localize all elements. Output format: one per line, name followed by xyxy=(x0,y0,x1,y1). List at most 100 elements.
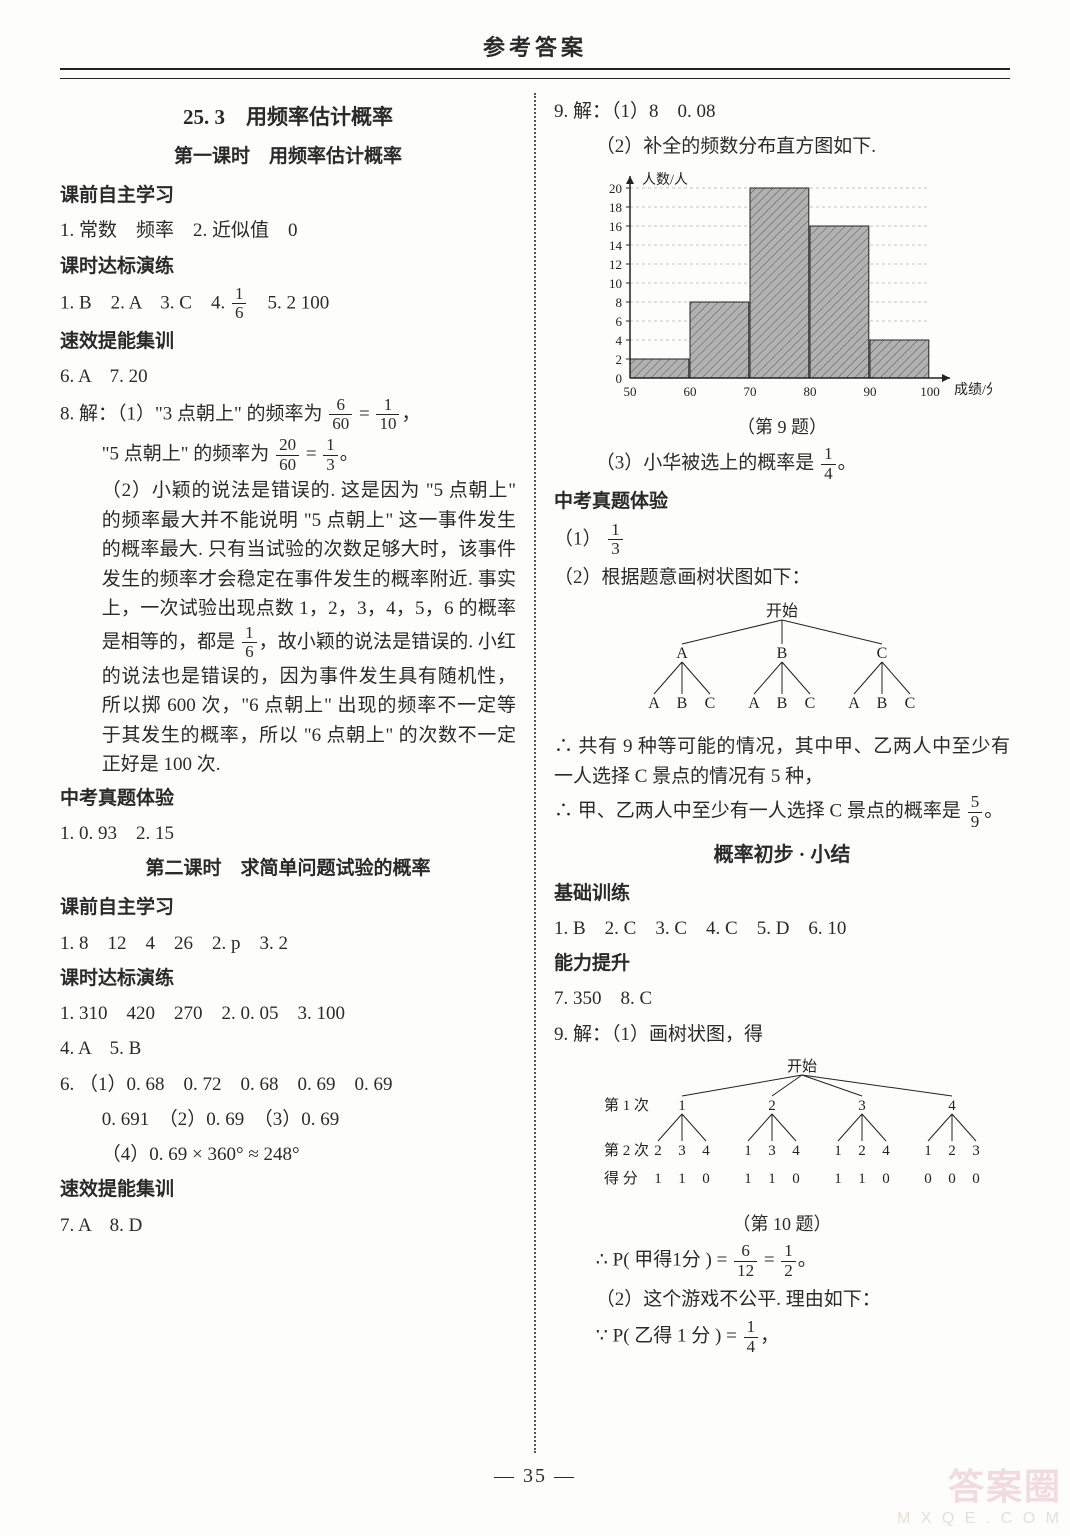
svg-text:B: B xyxy=(877,695,888,712)
zkzt-answers: 1. 0. 93 2. 15 xyxy=(60,817,516,850)
svg-text:1: 1 xyxy=(744,1143,752,1159)
svg-text:20: 20 xyxy=(609,181,622,196)
frac-1-6: 16 xyxy=(232,285,247,323)
label-nlts: 能力提升 xyxy=(554,947,1010,980)
tree2-caption: （第 10 题） xyxy=(554,1209,1010,1241)
svg-text:1: 1 xyxy=(654,1171,662,1187)
watermark-big: 答案圈 xyxy=(897,1458,1062,1510)
svg-text:80: 80 xyxy=(804,384,817,399)
svg-text:C: C xyxy=(905,695,916,712)
q9b-l1: 9. 解：（1）画树状图，得 xyxy=(554,1018,1010,1051)
ksdb-answers: 1. B 2. A 3. C 4. 16 5. 2 100 xyxy=(60,285,516,323)
svg-text:第 2 次: 第 2 次 xyxy=(604,1141,649,1159)
kqzx-answers: 1. 常数 频率 2. 近似值 0 xyxy=(60,214,516,247)
frac-6-12: 612 xyxy=(734,1242,757,1280)
frac-20-60: 2060 xyxy=(276,436,299,474)
svg-text:成绩/分: 成绩/分 xyxy=(954,382,992,398)
p-pre: ∴ P( 甲得1分 ) = xyxy=(596,1250,732,1271)
svg-text:14: 14 xyxy=(609,238,623,253)
q6-l3: （4）0. 69 × 360° ≈ 248° xyxy=(60,1138,516,1171)
q9-l3: （3）小华被选上的概率是 14。 xyxy=(554,445,1010,483)
p-mid: = xyxy=(759,1250,779,1271)
page-number: — 35 — xyxy=(60,1465,1010,1488)
t1a2-end: 。 xyxy=(984,801,1003,822)
rule-top xyxy=(60,68,1010,70)
svg-text:10: 10 xyxy=(609,276,622,291)
lesson2-title: 第二课时 求简单问题试验的概率 xyxy=(60,852,516,885)
ksdb-a-prefix: 1. B 2. A 3. C 4. xyxy=(60,292,230,313)
zk-l1: （1） 13 xyxy=(554,521,1010,559)
svg-text:3: 3 xyxy=(768,1143,776,1159)
q8-l2-pre: "5 点朝上" 的频率为 xyxy=(102,444,274,465)
sxtn-answers: 6. A 7. 20 xyxy=(60,360,516,393)
svg-text:0: 0 xyxy=(948,1171,956,1187)
svg-text:人数/人: 人数/人 xyxy=(642,172,688,188)
column-divider xyxy=(534,93,536,1453)
histogram: 246810121416182005060708090100人数/人成绩/分 xyxy=(572,168,992,408)
frac-1-10: 110 xyxy=(376,396,399,434)
svg-text:B: B xyxy=(677,695,688,712)
svg-text:2: 2 xyxy=(858,1143,866,1159)
svg-text:8: 8 xyxy=(616,295,623,310)
tree-diagram-1: 开始AABCBABCCABC xyxy=(602,598,962,728)
svg-text:1: 1 xyxy=(834,1143,842,1159)
q9b-l3: ∵ P( 乙得 1 分 ) = 14， xyxy=(554,1318,1010,1356)
svg-text:1: 1 xyxy=(768,1171,776,1187)
nlts-answers: 7. 350 8. C xyxy=(554,982,1010,1015)
svg-text:100: 100 xyxy=(920,384,940,399)
svg-text:12: 12 xyxy=(609,257,622,272)
summary-title: 概率初步 · 小结 xyxy=(554,838,1010,873)
label-ksdb: 课时达标演练 xyxy=(60,250,516,283)
svg-text:50: 50 xyxy=(624,384,637,399)
svg-text:2: 2 xyxy=(616,352,623,367)
q9b-l2: （2）这个游戏不公平. 理由如下： xyxy=(554,1283,1010,1316)
svg-text:4: 4 xyxy=(616,333,623,348)
sxtn2-answers: 7. A 8. D xyxy=(60,1209,516,1242)
svg-text:70: 70 xyxy=(744,384,757,399)
left-column: 25. 3 用频率估计概率 第一课时 用频率估计概率 课前自主学习 1. 常数 … xyxy=(60,93,516,1453)
q8-eq1: = xyxy=(354,403,374,424)
tree1-after2: ∴ 甲、乙两人中至少有一人选择 C 景点的概率是 59。 xyxy=(554,793,1010,831)
tree1-after1: ∴ 共有 9 种等可能的情况，其中甲、乙两人中至少有一人选择 C 景点的情况有 … xyxy=(554,732,1010,791)
q9-l2: （2）补全的频数分布直方图如下. xyxy=(554,130,1010,163)
hist-caption: （第 9 题） xyxy=(554,412,1010,444)
frac-6-60: 660 xyxy=(329,396,352,434)
svg-text:1: 1 xyxy=(924,1143,932,1159)
rule-top-2 xyxy=(60,78,1010,79)
q8-l2-end: 。 xyxy=(340,444,359,465)
q8-p2b: ，故小颖的说法是错误的. 小红的说法也是错误的，因为事件发生具有随机性，所以掷 … xyxy=(102,631,516,775)
svg-text:60: 60 xyxy=(684,384,697,399)
svg-text:开始: 开始 xyxy=(766,602,798,620)
svg-text:6: 6 xyxy=(616,314,623,329)
q8-comma: ， xyxy=(401,403,420,424)
zk-l2: （2）根据题意画树状图如下： xyxy=(554,561,1010,594)
tree-diagram-2: 开始第 1 次第 2 次得 分1213140211314031121404102… xyxy=(562,1055,1002,1205)
q8-eq2: = xyxy=(301,444,321,465)
jcxl-answers: 1. B 2. C 3. C 4. C 5. D 6. 10 xyxy=(554,912,1010,945)
page: 参考答案 25. 3 用频率估计概率 第一课时 用频率估计概率 课前自主学习 1… xyxy=(0,0,1070,1536)
svg-text:C: C xyxy=(877,645,888,662)
p-line: ∴ P( 甲得1分 ) = 612 = 12。 xyxy=(554,1242,1010,1280)
svg-text:1: 1 xyxy=(744,1171,752,1187)
svg-text:16: 16 xyxy=(609,219,623,234)
svg-text:1: 1 xyxy=(834,1171,842,1187)
section-title: 25. 3 用频率估计概率 xyxy=(60,99,516,136)
p-end: 。 xyxy=(798,1250,817,1271)
q8-line1: 8. 解：（1）"3 点朝上" 的频率为 660 = 110， xyxy=(60,396,516,434)
svg-text:1: 1 xyxy=(678,1098,686,1114)
frac-1-4: 14 xyxy=(821,445,836,483)
columns: 25. 3 用频率估计概率 第一课时 用频率估计概率 课前自主学习 1. 常数 … xyxy=(60,93,1010,1453)
svg-text:2: 2 xyxy=(654,1143,662,1159)
svg-text:0: 0 xyxy=(702,1171,710,1187)
svg-text:3: 3 xyxy=(678,1143,686,1159)
svg-text:C: C xyxy=(705,695,716,712)
svg-text:B: B xyxy=(777,645,788,662)
svg-text:0: 0 xyxy=(792,1171,800,1187)
q9-l3-pre: （3）小华被选上的概率是 xyxy=(596,453,819,474)
label-sxtn: 速效提能集训 xyxy=(60,325,516,358)
lesson1-title: 第一课时 用频率估计概率 xyxy=(60,140,516,173)
q8-line2: "5 点朝上" 的频率为 2060 = 13。 xyxy=(60,436,516,474)
svg-text:A: A xyxy=(676,645,688,662)
svg-text:A: A xyxy=(848,695,860,712)
label-kqzx2: 课前自主学习 xyxy=(60,891,516,924)
